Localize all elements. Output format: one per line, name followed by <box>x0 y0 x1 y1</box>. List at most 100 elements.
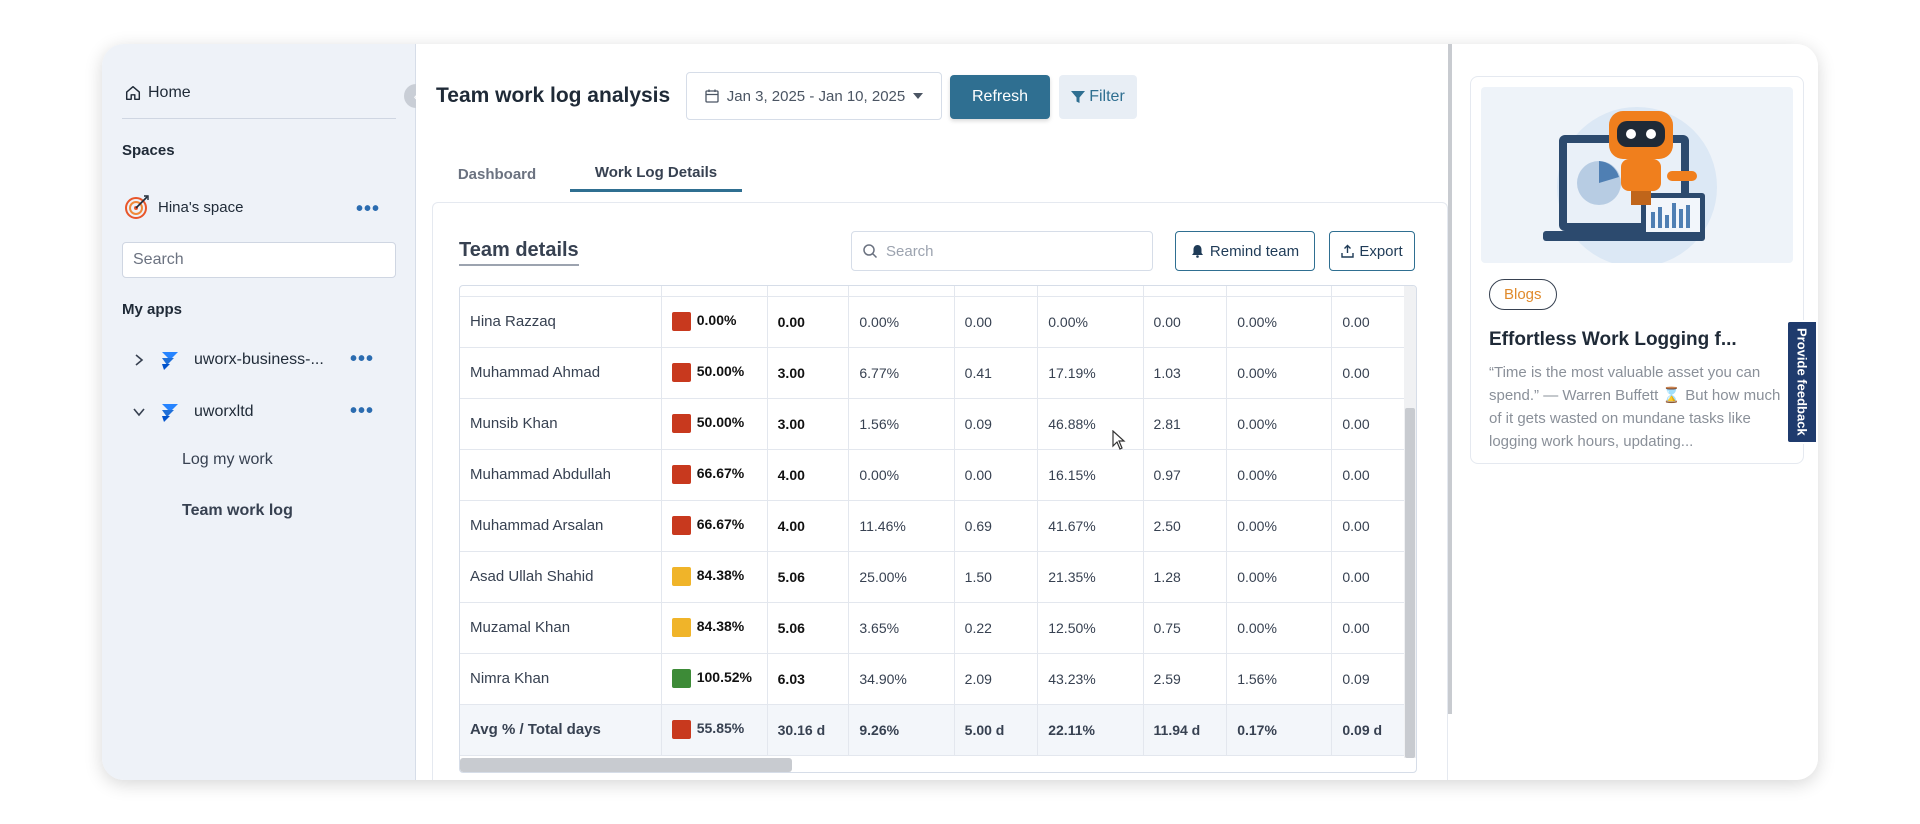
table-row[interactable]: Muzamal Khan 84.38% 5.06 3.65% 0.22 12.50% 0.7… <box>460 602 1416 654</box>
space-item[interactable]: Hina's space <box>124 194 396 220</box>
tab-work-log-details[interactable]: Work Log Details <box>570 156 742 192</box>
blog-card[interactable]: Blogs Effortless Work Logging f... “Time… <box>1470 76 1804 464</box>
table-cell: 0.41 <box>954 347 1039 399</box>
home-link[interactable]: Home <box>124 84 191 102</box>
provide-feedback-button[interactable]: Provide feedback <box>1786 320 1818 444</box>
table-cell: 0.00 <box>767 296 850 348</box>
refresh-button[interactable]: Refresh <box>950 75 1050 119</box>
table-cell: 3.00 <box>767 398 850 450</box>
bell-icon <box>1191 245 1203 258</box>
table-cell: 2.81 <box>1143 398 1228 450</box>
vertical-scroll-thumb[interactable] <box>1405 408 1415 758</box>
utilization-value: 100.52% <box>696 669 753 686</box>
table-cell: 41.67% <box>1037 500 1144 552</box>
my-apps-label: My apps <box>122 301 183 318</box>
table-cell <box>1037 286 1144 297</box>
table-cell: 0.22 <box>954 602 1039 654</box>
table-cell: 11.94 d <box>1143 704 1228 756</box>
status-square-icon <box>671 312 691 331</box>
member-name: Avg % / Total days <box>460 704 662 756</box>
table-cell: 1.56% <box>1226 653 1333 705</box>
table-cell: 0.00 <box>1331 551 1416 603</box>
vertical-scrollbar[interactable] <box>1404 286 1416 758</box>
table-cell <box>848 286 955 297</box>
export-button[interactable]: Export <box>1329 231 1415 271</box>
filter-button[interactable]: Filter <box>1059 75 1137 119</box>
table-cell: 0.17% <box>1226 704 1333 756</box>
date-range-picker[interactable]: Jan 3, 2025 - Jan 10, 2025 <box>686 72 942 120</box>
utilization-value: 84.38% <box>696 567 745 584</box>
member-name: Munsib Khan <box>460 398 662 450</box>
member-name: Muhammad Arsalan <box>460 500 662 552</box>
blog-robot-illustration <box>1481 87 1793 263</box>
team-table[interactable]: Hina Razzaq 0.00% 0.00 0.00% 0.00 0.00% 0.00 0.… <box>459 285 1417 773</box>
blog-badge[interactable]: Blogs <box>1489 279 1557 310</box>
table-cell: 0.09 <box>1331 653 1416 705</box>
tabs: Dashboard Work Log Details <box>432 156 1452 192</box>
utilization-value: 50.00% <box>696 414 745 431</box>
table-cell <box>1331 286 1416 297</box>
table-cell: 0.00% <box>1226 500 1333 552</box>
app-item-uworx-business[interactable]: uworx-business-... <box>132 348 324 372</box>
table-cell: 0.00 <box>954 449 1039 501</box>
caret-down-icon <box>913 93 924 99</box>
utilization-cell: 55.85% <box>661 704 768 756</box>
team-search-input[interactable] <box>886 242 1136 260</box>
jira-logo-icon <box>162 352 178 370</box>
app-more-icon[interactable]: ••• <box>350 348 375 370</box>
team-search[interactable] <box>851 231 1153 271</box>
table-row[interactable]: Hina Razzaq 0.00% 0.00 0.00% 0.00 0.00% 0.00 0.… <box>460 296 1416 348</box>
member-name: Nimra Khan <box>460 653 662 705</box>
utilization-value: 50.00% <box>696 363 745 380</box>
table-row[interactable]: Muhammad Arsalan 66.67% 4.00 11.46% 0.69 41.6… <box>460 500 1416 552</box>
table-row[interactable]: Nimra Khan 100.52% 6.03 34.90% 2.09 43.23% 2.5… <box>460 653 1416 705</box>
tab-dashboard[interactable]: Dashboard <box>457 165 537 183</box>
space-name: Hina's space <box>158 198 244 216</box>
member-name: Muhammad Ahmad <box>460 347 662 399</box>
table-total-row[interactable]: Avg % / Total days 55.85% 30.16 d 9.26% 5.00… <box>460 704 1416 756</box>
table-cell: 0.00 <box>1331 398 1416 450</box>
table-cell: 5.06 <box>767 551 850 603</box>
table-cell: 0.00% <box>1226 347 1333 399</box>
horizontal-scroll-thumb[interactable] <box>460 758 792 772</box>
sidebar-search-input[interactable] <box>122 242 396 278</box>
utilization-value: 55.85% <box>696 720 745 737</box>
blog-excerpt: “Time is the most valuable asset you can… <box>1489 364 1781 450</box>
table-row[interactable]: Munsib Khan 50.00% 3.00 1.56% 0.09 46.88% 2.81… <box>460 398 1416 450</box>
table-row[interactable]: Muhammad Abdullah 66.67% 4.00 0.00% 0.00 16.1… <box>460 449 1416 501</box>
utilization-value: 66.67% <box>696 465 745 482</box>
blog-title[interactable]: Effortless Work Logging f... <box>1489 329 1737 350</box>
table-cell <box>661 286 768 297</box>
main-scrollbar[interactable] <box>1448 44 1452 714</box>
space-more-icon[interactable]: ••• <box>356 198 381 220</box>
status-square-icon <box>671 516 691 535</box>
table-row[interactable]: Muhammad Ahmad 50.00% 3.00 6.77% 0.41 17.19% 1… <box>460 347 1416 399</box>
app-more-icon[interactable]: ••• <box>350 400 375 422</box>
table-cell: 16.15% <box>1037 449 1144 501</box>
status-square-icon <box>671 363 691 382</box>
table-cell: 0.00% <box>1226 296 1333 348</box>
table-cell: 2.50 <box>1143 500 1228 552</box>
remind-team-button[interactable]: Remind team <box>1175 231 1315 271</box>
table-cell: 4.00 <box>767 500 850 552</box>
table-cell: 0.00% <box>848 296 955 348</box>
table-cell: 17.19% <box>1037 347 1144 399</box>
app-window: Home Spaces Hina's space ••• My apps uwo… <box>102 44 1818 780</box>
chevron-right-icon <box>135 354 144 366</box>
team-details-title: Team details <box>459 239 579 266</box>
table-row-partial <box>460 286 1416 297</box>
table-cell: 0.00 <box>1331 500 1416 552</box>
table-cell: 0.69 <box>954 500 1039 552</box>
table-row[interactable]: Asad Ullah Shahid 84.38% 5.06 25.00% 1.50 21.… <box>460 551 1416 603</box>
utilization-cell: 50.00% <box>661 398 768 450</box>
table-cell: 11.46% <box>848 500 955 552</box>
search-icon <box>863 244 878 259</box>
sidebar-divider <box>122 118 396 119</box>
sidebar-item-team-work-log[interactable]: Team work log <box>182 502 293 519</box>
utilization-cell: 84.38% <box>661 602 768 654</box>
app-item-uworxltd[interactable]: uworxltd <box>132 400 254 424</box>
table-cell: 0.00% <box>1226 449 1333 501</box>
table-cell: 3.65% <box>848 602 955 654</box>
date-range-label: Jan 3, 2025 - Jan 10, 2025 <box>726 87 906 105</box>
sidebar-item-log-my-work[interactable]: Log my work <box>182 451 273 468</box>
